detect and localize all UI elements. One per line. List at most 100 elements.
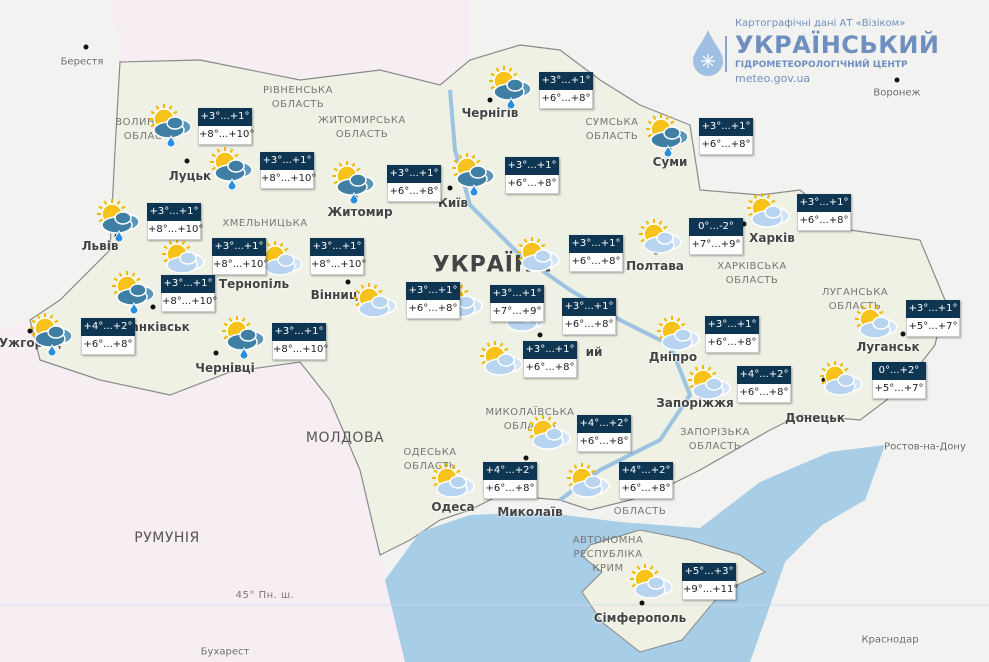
partly-cloudy-icon[interactable] (818, 360, 866, 404)
partly-cloudy-icon[interactable] (258, 240, 306, 284)
city-label-kharkiv: Харків (749, 231, 795, 245)
city-marker (900, 331, 906, 337)
forecast-label[interactable]: +3°...+1° +6°...+8° (523, 341, 577, 378)
partly-cloudy-icon[interactable] (655, 315, 703, 359)
logo-url[interactable]: meteo.gov.ua (735, 72, 811, 85)
logo-title: УКРАЇНСЬКИЙ (735, 31, 940, 59)
sun-cloud-rain-icon[interactable] (644, 113, 692, 158)
sun-cloud-rain-icon[interactable] (147, 103, 195, 148)
sun-cloud-rain-icon[interactable] (110, 270, 158, 315)
forecast-label[interactable]: +3°...+1° +5°...+7° (906, 300, 960, 337)
partly-cloudy-icon[interactable] (478, 340, 526, 384)
forecast-label[interactable]: +3°...+1° +6°...+8° (699, 118, 753, 155)
forecast-label[interactable]: +3°...+1° +8°...+10° (161, 275, 217, 312)
city-marker (523, 455, 529, 461)
forecast-label[interactable]: 0°...+2° +5°...+7° (872, 362, 926, 399)
forecast-label[interactable]: +3°...+1° +8°...+10° (310, 238, 366, 275)
crimea (581, 529, 767, 653)
forecast-label[interactable]: +3°...+1° +8°...+10° (212, 238, 268, 275)
forecast-label[interactable]: +3°...+1° +6°...+8° (797, 194, 851, 231)
city-marker (150, 304, 156, 310)
sun-cloud-rain-icon[interactable] (220, 315, 268, 360)
partly-cloudy-icon[interactable] (430, 462, 478, 506)
city-label-chernihiv: Чернігів (461, 106, 519, 120)
cloud-icon (34, 325, 73, 348)
city-label-rostov: Ростов-на-Дону (884, 441, 966, 453)
city-marker (27, 328, 33, 334)
sun-cloud-rain-icon[interactable] (28, 312, 76, 357)
city-label-kyiv: Київ (438, 196, 468, 210)
forecast-label[interactable]: +3°...+1° +6°...+8° (562, 298, 616, 335)
partly-cloudy-icon[interactable] (853, 303, 901, 347)
city-marker (821, 377, 827, 383)
forecast-label[interactable]: 0°...-2° +7°...+9° (689, 218, 743, 255)
partly-cloudy-icon[interactable] (686, 364, 734, 408)
forecast-label[interactable]: +3°...+1° +6°...+8° (539, 72, 593, 109)
forecast-label[interactable]: +4°...+2° +6°...+8° (81, 318, 135, 355)
forecast-label[interactable]: +4°...+2° +6°...+8° (619, 462, 673, 499)
partly-cloudy-icon[interactable] (628, 563, 676, 607)
cloud-icon (456, 165, 495, 188)
partly-cloudy-icon[interactable] (637, 218, 685, 262)
partly-cloudy-icon[interactable] (515, 236, 563, 280)
cloud-icon (444, 295, 483, 318)
partly-cloudy-icon[interactable] (565, 462, 613, 506)
night-temperature: +3°...+1° (272, 323, 326, 341)
sun-cloud-rain-icon[interactable] (95, 198, 143, 243)
forecast-label[interactable]: +3°...+1° +6°...+8° (705, 316, 759, 353)
day-temperature: +6°...+8° (387, 183, 441, 202)
partly-cloudy-icon[interactable] (745, 192, 793, 236)
forecast-label[interactable]: +4°...+2° +6°...+8° (483, 462, 537, 499)
night-temperature: +3°...+1° (260, 152, 314, 170)
city-label-ternopil: Тернопіль (218, 277, 290, 291)
region-label-kharkiv: ХАРКІВСЬКА ОБЛАСТЬ (717, 261, 787, 286)
cloud-icon (116, 283, 155, 306)
cloud-icon (436, 475, 475, 498)
partly-cloudy-icon[interactable] (526, 414, 574, 458)
forecast-label[interactable]: +3°...+1° +6°...+8° (569, 235, 623, 272)
forecast-label[interactable]: +3°...+1° +8°...+10° (198, 108, 254, 145)
night-temperature: +3°...+1° (562, 298, 616, 316)
city-label-simferopol: Сімферополь (593, 611, 687, 625)
city-marker (639, 600, 645, 606)
sun-cloud-rain-icon[interactable] (208, 146, 256, 191)
sun-cloud-rain-icon[interactable] (330, 160, 378, 205)
forecast-label[interactable]: +3°...+1° +8°...+10° (272, 323, 328, 360)
forecast-label[interactable]: +4°...+2° +6°...+8° (737, 366, 791, 403)
city-label-zhytomyr: Житомир (327, 205, 393, 219)
cloud-icon (101, 211, 140, 234)
day-temperature: +6°...+8° (699, 136, 753, 155)
cloud-icon (493, 78, 532, 101)
day-temperature: +6°...+8° (505, 175, 559, 194)
region-label-sumy: СУМСЬКА ОБЛАСТЬ (585, 117, 639, 142)
night-temperature: +4°...+2° (577, 415, 631, 433)
forecast-label[interactable]: +3°...+1° +6°...+8° (505, 157, 559, 194)
city-label-kropyvnytskyi: ий (585, 345, 603, 359)
partly-cloudy-icon[interactable] (352, 282, 400, 326)
cloud-icon (166, 251, 205, 274)
sun-cloud-rain-icon[interactable] (487, 65, 535, 110)
city-marker (487, 97, 493, 103)
sun-cloud-rain-icon[interactable] (450, 152, 498, 197)
forecast-label[interactable]: +3°...+1° +6°...+8° (406, 282, 460, 319)
region-label-rivne: РІВНЕНСЬКА ОБЛАСТЬ (263, 85, 333, 110)
forecast-label[interactable]: +4°...+2° +6°...+8° (577, 415, 631, 452)
night-temperature: +4°...+2° (619, 462, 673, 480)
forecast-label[interactable]: +3°...+1° +8°...+10° (147, 203, 203, 240)
night-temperature: +3°...+1° (906, 300, 960, 318)
map-data-credit: Картографічні дані АТ «Візіком» (735, 18, 906, 29)
night-temperature: +3°...+1° (569, 235, 623, 253)
cloud-icon (521, 249, 560, 272)
city-label-poltava: Полтава (626, 259, 684, 273)
cloud-icon (634, 576, 673, 599)
forecast-label[interactable]: +3°...+1° +8°...+10° (260, 152, 316, 189)
forecast-label[interactable]: +3°...+1° +7°...+9° (490, 285, 544, 322)
forecast-label[interactable]: +5°...+3° +9°...+11° (682, 563, 738, 600)
forecast-label[interactable]: +3°...+1° +6°...+8° (387, 165, 441, 202)
partly-cloudy-icon[interactable] (160, 238, 208, 282)
cloud-icon (358, 295, 397, 318)
city-label-sumy: Суми (652, 155, 688, 169)
city-label-bucharest: Бухарест (200, 646, 250, 658)
city-label-berestia: Берестя (60, 56, 104, 68)
